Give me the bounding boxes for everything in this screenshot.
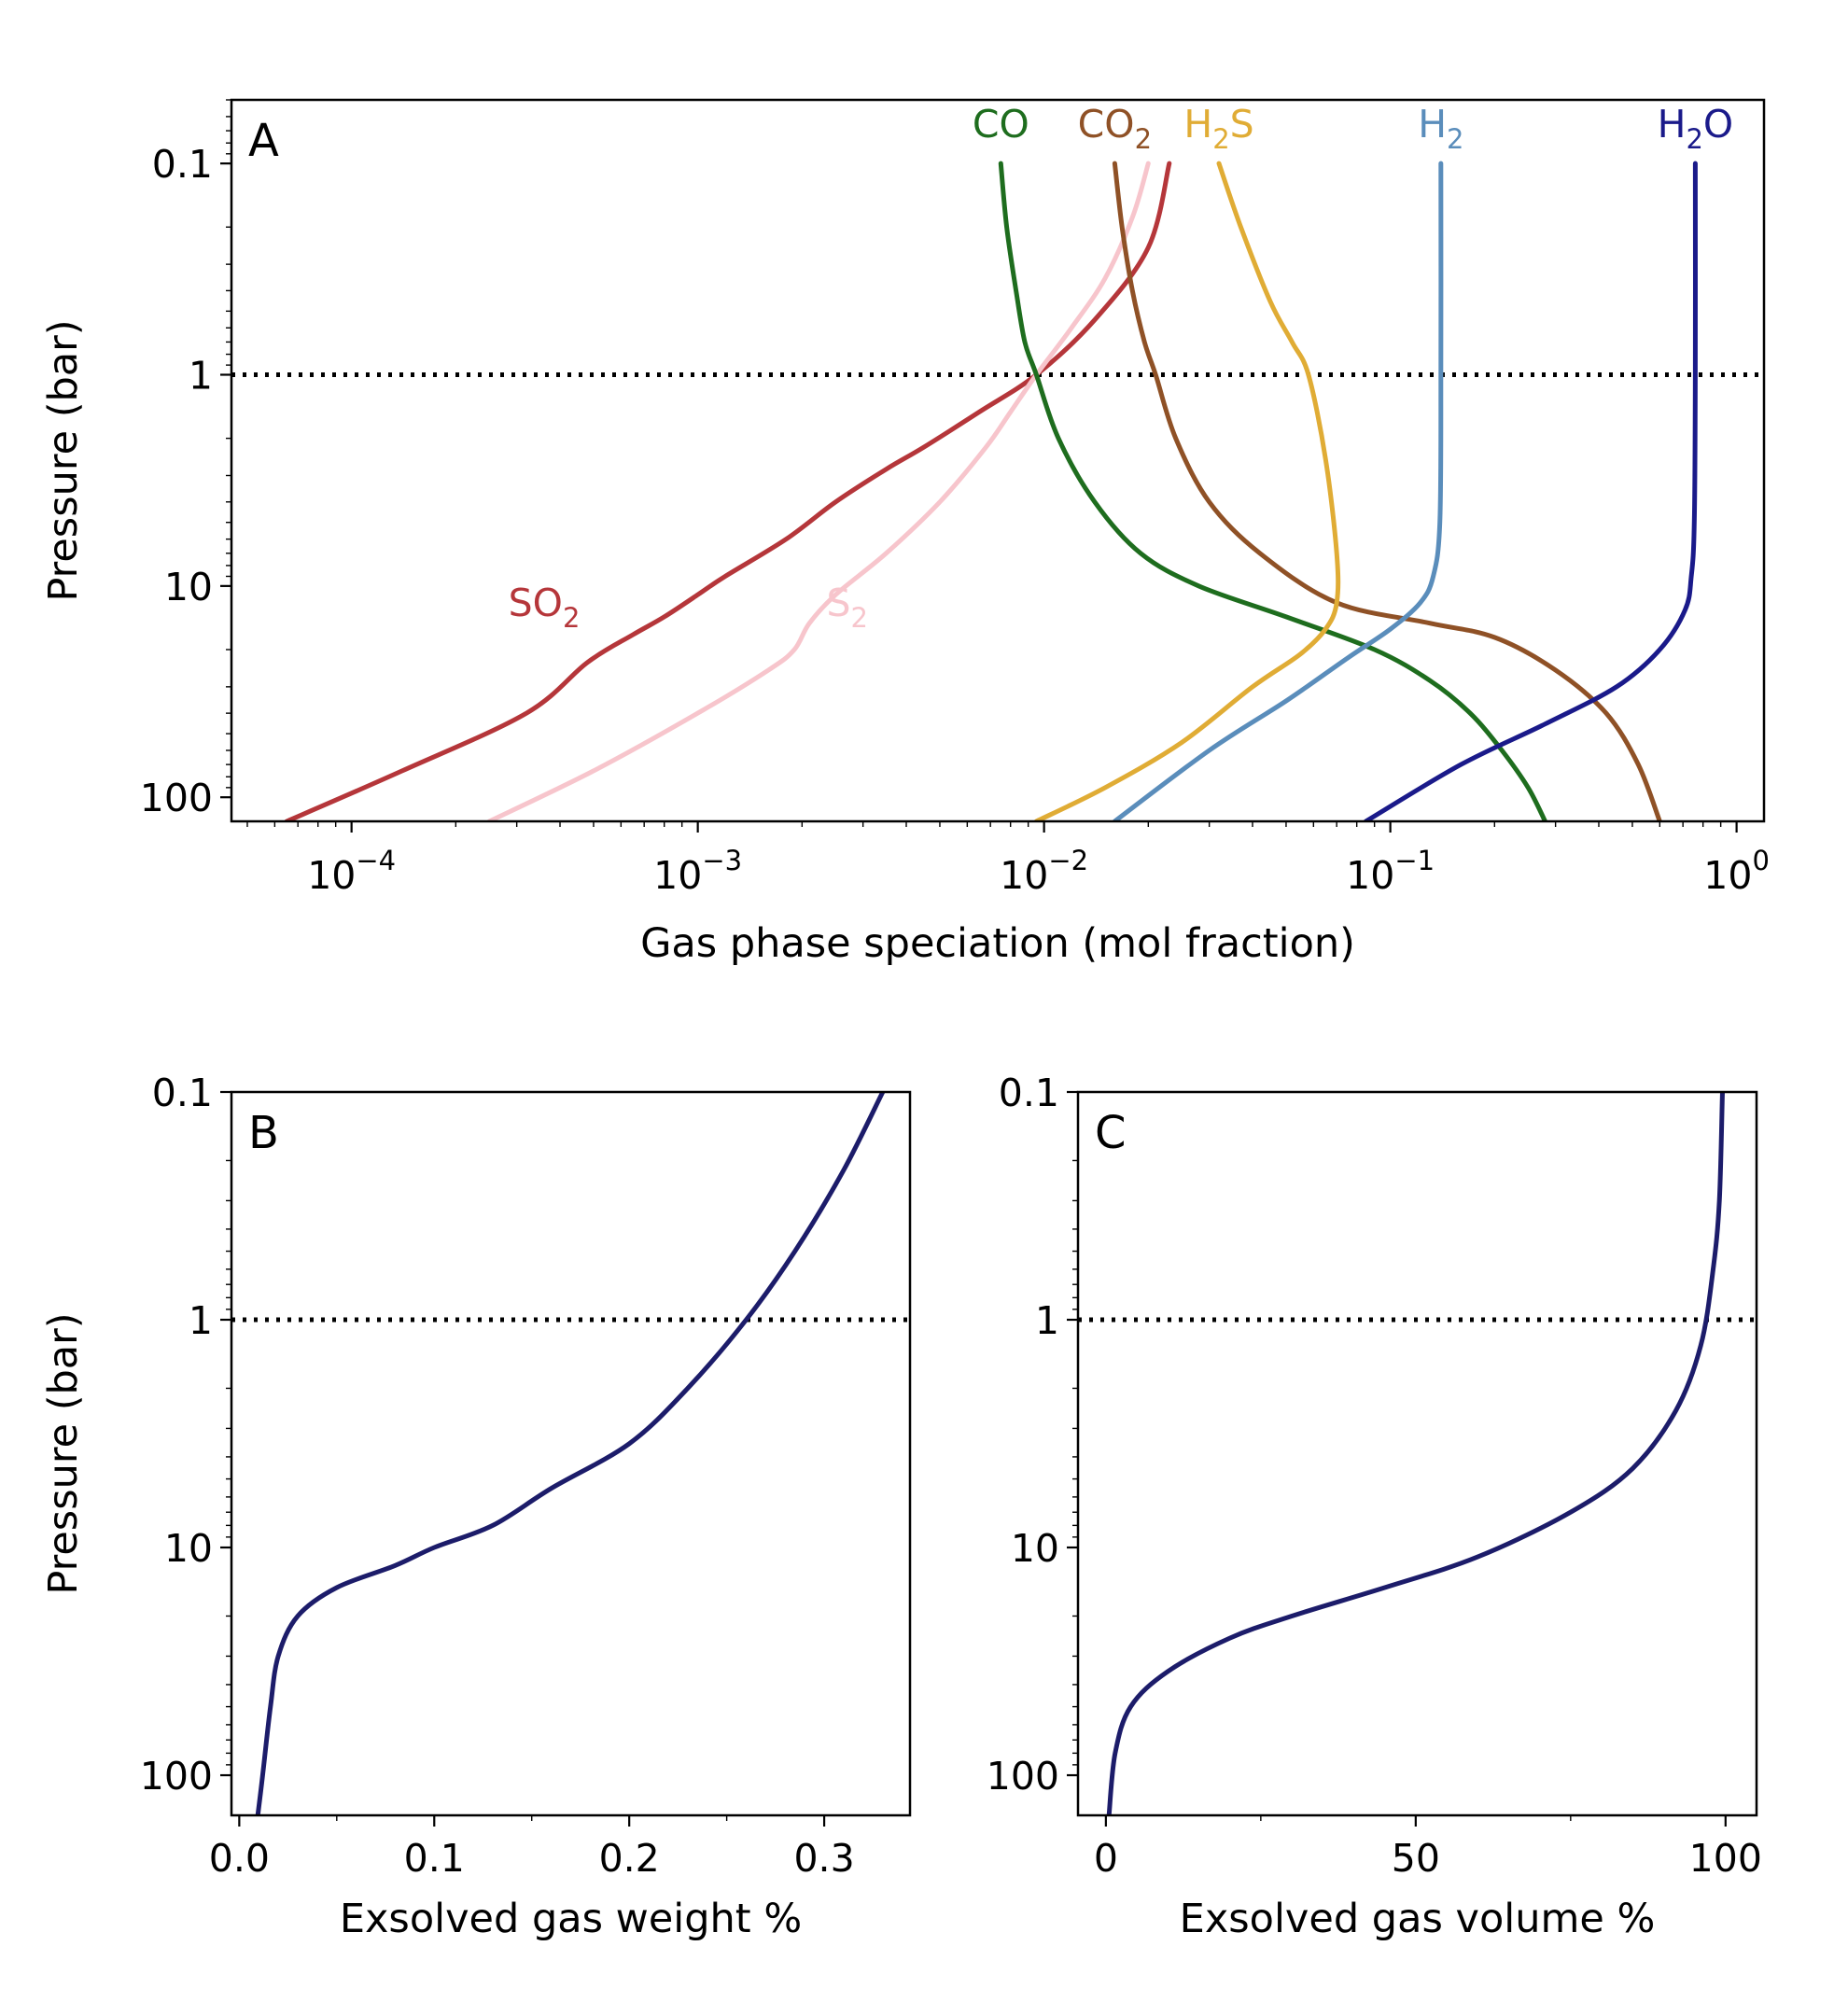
series-label-h2s: H2S xyxy=(1183,102,1253,155)
x-axis-label: Exsolved gas volume % xyxy=(1180,1896,1656,1942)
series-group xyxy=(284,161,1698,821)
series-line-h2 xyxy=(1112,161,1444,821)
x-tick-label: 0.3 xyxy=(793,1836,854,1881)
series-label-s2: S2 xyxy=(826,581,867,634)
x-tick-label: 0.2 xyxy=(599,1836,660,1881)
panel-b: 0.1 1 10 100 0.0 0.1 0.2 0.3 B Exsolved gas weigh… xyxy=(40,1071,912,1942)
series-label-co: CO xyxy=(973,102,1029,147)
x-tick-label: 10−1 xyxy=(1346,845,1435,898)
series-label-so2: SO2 xyxy=(509,581,581,634)
y-axis-label: Pressure (bar) xyxy=(40,319,87,601)
x-tick-label: 10−2 xyxy=(1000,845,1088,898)
series-line-exsolved-gas-volume xyxy=(1106,1092,1725,1815)
series-group xyxy=(1106,1092,1725,1815)
panel-letter: A xyxy=(248,115,279,167)
series-line-h2s xyxy=(1033,161,1341,821)
y-axis-ticks xyxy=(1067,1090,1078,1777)
series-line-exsolved-gas-weight xyxy=(255,1092,886,1815)
y-tick-label: 1 xyxy=(189,1298,213,1343)
panel-letter: C xyxy=(1095,1107,1127,1159)
x-tick-label: 0 xyxy=(1094,1836,1118,1881)
y-tick-label: 100 xyxy=(140,776,213,820)
y-tick-label: 100 xyxy=(987,1754,1059,1799)
x-axis-ticks xyxy=(238,1815,826,1827)
x-tick-label: 100 xyxy=(1689,1836,1762,1881)
panel-letter: B xyxy=(248,1107,279,1159)
series-line-h2o xyxy=(1363,161,1698,821)
x-tick-label: 0.0 xyxy=(209,1836,270,1881)
x-tick-label: 10−4 xyxy=(307,845,396,898)
x-tick-label: 100 xyxy=(1703,845,1770,898)
x-tick-label: 50 xyxy=(1392,1836,1440,1881)
y-tick-label: 1 xyxy=(189,353,213,398)
x-axis-label: Gas phase speciation (mol fraction) xyxy=(640,920,1355,967)
y-axis-ticks xyxy=(220,1090,231,1777)
series-label-h2: H2 xyxy=(1418,102,1463,155)
y-tick-label: 100 xyxy=(140,1754,213,1799)
y-tick-label: 10 xyxy=(164,565,213,609)
y-tick-label: 0.1 xyxy=(999,1071,1059,1115)
y-tick-label: 10 xyxy=(1011,1526,1059,1571)
x-tick-label: 0.1 xyxy=(404,1836,465,1881)
y-tick-label: 0.1 xyxy=(152,1071,213,1115)
series-line-co2 xyxy=(1112,161,1662,821)
series-label-h2o: H2O xyxy=(1658,102,1734,155)
y-axis-label: Pressure (bar) xyxy=(40,1312,87,1594)
series-line-so2 xyxy=(284,161,1172,821)
x-axis-ticks xyxy=(246,821,1738,833)
series-line-co xyxy=(998,161,1547,821)
plot-frame xyxy=(230,1090,912,1817)
y-tick-label: 0.1 xyxy=(152,142,213,187)
series-line-s2 xyxy=(486,161,1151,821)
panel-c: 0.1 1 10 100 0 50 100 C Exsolved gas volume % xyxy=(987,1071,1762,1942)
y-tick-label: 10 xyxy=(164,1526,213,1571)
series-group xyxy=(255,1092,886,1815)
panel-a: 0.1 1 10 100 10−4 10−3 10−2 10−1 100 SO2 S2 CO CO2 H2… xyxy=(40,98,1770,967)
series-label-co2: CO2 xyxy=(1078,102,1152,155)
y-tick-label: 1 xyxy=(1035,1298,1059,1343)
plot-frame xyxy=(230,98,1766,823)
x-axis-label: Exsolved gas weight % xyxy=(340,1896,802,1942)
x-axis-ticks xyxy=(1104,1815,1727,1827)
plot-frame xyxy=(1076,1090,1758,1817)
y-axis-ticks xyxy=(220,99,231,799)
x-tick-label: 10−3 xyxy=(653,845,742,898)
